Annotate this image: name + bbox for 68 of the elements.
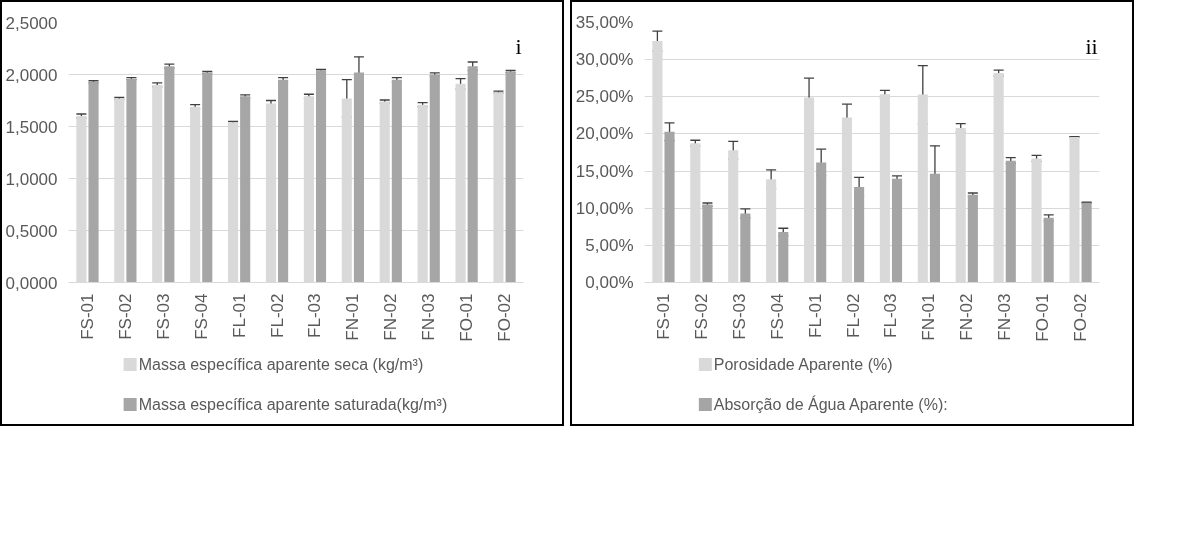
y-tick-label: 10,00%	[575, 198, 634, 218]
x-tick-label: FN-01	[343, 293, 363, 341]
x-tick-label: FL-02	[843, 293, 863, 338]
bar	[816, 162, 827, 283]
bar	[391, 79, 402, 283]
x-tick-label: FL-03	[881, 293, 901, 338]
bar	[240, 96, 251, 283]
legend-label: Massa específica aparente saturada(kg/m³)	[138, 396, 448, 413]
x-tick-label: FO-01	[1033, 293, 1053, 342]
x-tick-label: FN-02	[957, 293, 977, 341]
legend-label: Porosidade Aparente (%)	[713, 356, 893, 373]
x-tick-label: FN-03	[995, 293, 1015, 341]
bar	[278, 79, 289, 283]
y-tick-label: 0,0000	[5, 273, 58, 293]
y-tick-label: 1,5000	[5, 117, 58, 137]
x-tick-label: FS-03	[729, 293, 749, 340]
bar	[126, 78, 137, 283]
bar	[1005, 160, 1016, 283]
x-tick-label: FS-04	[191, 293, 211, 340]
x-tick-label: FS-01	[77, 293, 97, 340]
x-tick-label: FO-01	[457, 293, 477, 342]
y-tick-label: 30,00%	[575, 50, 634, 70]
bar	[702, 204, 713, 283]
x-tick-label: FN-01	[919, 293, 939, 341]
y-tick-label: 1,0000	[5, 169, 58, 189]
x-tick-label: FO-02	[1071, 293, 1091, 342]
bar	[854, 187, 865, 283]
y-tick-label: 20,00%	[575, 124, 634, 144]
bar	[664, 131, 675, 283]
y-tick-label: 35,00%	[575, 13, 634, 32]
bar	[429, 74, 440, 283]
y-tick-label: 0,00%	[585, 273, 634, 292]
x-tick-label: FS-04	[767, 293, 787, 340]
x-tick-label: FL-02	[267, 293, 287, 338]
x-tick-label: FS-02	[691, 293, 711, 340]
bar	[202, 72, 213, 283]
bar	[967, 194, 978, 283]
annotation: i	[515, 33, 522, 59]
x-tick-label: FS-03	[153, 293, 173, 340]
bar	[1081, 202, 1092, 283]
legend-label: Massa específica aparente seca (kg/m³)	[138, 356, 424, 373]
bar	[505, 71, 516, 283]
x-tick-label: FN-03	[419, 293, 439, 341]
x-tick-label: FL-01	[805, 293, 825, 338]
bar	[1043, 217, 1054, 283]
y-tick-label: 2,0000	[5, 65, 58, 85]
y-tick-label: 15,00%	[575, 161, 634, 181]
x-tick-label: FN-02	[381, 293, 401, 341]
x-tick-label: FO-02	[495, 293, 515, 342]
y-tick-label: 25,00%	[575, 87, 634, 107]
bar	[891, 178, 903, 283]
legend-label: Absorção de Água Aparente (%):	[713, 395, 948, 413]
bar	[164, 66, 175, 283]
y-tick-label: 2,5000	[5, 13, 58, 33]
x-tick-label: FL-03	[305, 293, 325, 338]
bar	[467, 66, 478, 283]
bar	[315, 70, 327, 283]
x-tick-label: FL-01	[229, 293, 249, 338]
x-tick-label: FS-02	[115, 293, 135, 340]
annotation: ii	[1085, 33, 1098, 59]
bar	[88, 81, 99, 283]
bar	[353, 72, 364, 283]
bar	[778, 231, 789, 283]
x-tick-label: FS-01	[653, 293, 673, 340]
bar	[929, 173, 940, 283]
bar	[740, 213, 751, 283]
y-tick-label: 0,5000	[5, 221, 58, 241]
y-tick-label: 5,00%	[585, 235, 634, 255]
